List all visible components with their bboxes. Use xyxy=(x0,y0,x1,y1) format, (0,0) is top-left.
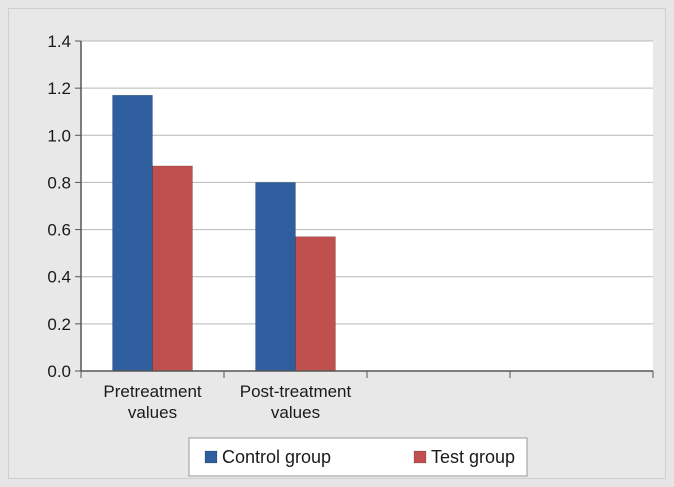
y-tick-label: 0.8 xyxy=(47,173,71,192)
bar-control-group xyxy=(112,94,153,372)
legend-label: Test group xyxy=(431,447,515,467)
x-category-label: values xyxy=(271,403,320,422)
legend-label: Control group xyxy=(222,447,331,467)
bar-control-group xyxy=(255,182,296,372)
x-category-label: values xyxy=(128,403,177,422)
chart-frame: 0.0 0.2 0.4 0.6 0.8 1.0 1.2 1.4 Pretreatment valu… xyxy=(8,8,666,479)
y-tick-label: 1.0 xyxy=(47,126,71,145)
y-tick-label: 0.4 xyxy=(47,268,71,287)
y-tick-label: 1.4 xyxy=(47,32,71,51)
legend-swatch xyxy=(204,450,218,464)
bar-test-group xyxy=(295,236,336,372)
y-tick-label: 0.2 xyxy=(47,315,71,334)
x-category-label: Post-treatment xyxy=(240,382,352,401)
bar-chart: 0.0 0.2 0.4 0.6 0.8 1.0 1.2 1.4 Pretreatment valu… xyxy=(47,32,654,477)
legend-swatch xyxy=(413,450,427,464)
legend-box xyxy=(188,437,528,477)
legend: Control group Test group xyxy=(188,437,528,477)
x-category-label: Pretreatment xyxy=(103,382,202,401)
bar-test-group xyxy=(152,165,193,372)
y-tick-label: 1.2 xyxy=(47,79,71,98)
y-tick-label: 0.0 xyxy=(47,362,71,381)
y-tick-label: 0.6 xyxy=(47,221,71,240)
